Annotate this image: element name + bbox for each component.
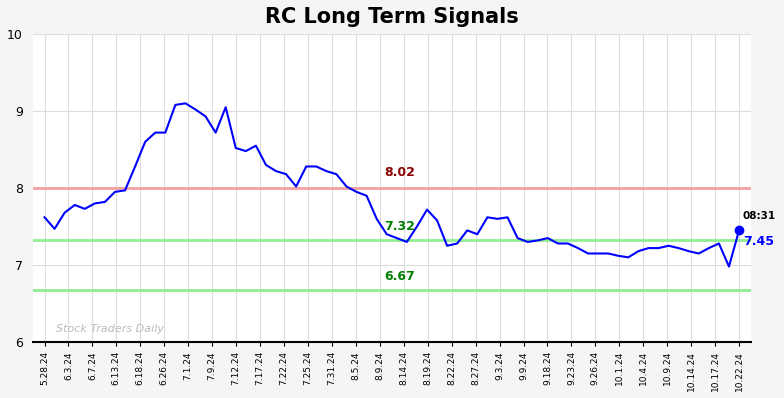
Text: 8.02: 8.02 xyxy=(385,166,416,179)
Text: Stock Traders Daily: Stock Traders Daily xyxy=(56,324,165,334)
Text: 08:31: 08:31 xyxy=(742,211,775,221)
Title: RC Long Term Signals: RC Long Term Signals xyxy=(265,7,519,27)
Text: 6.67: 6.67 xyxy=(385,270,416,283)
Text: 7.45: 7.45 xyxy=(742,235,774,248)
Text: 7.32: 7.32 xyxy=(385,220,416,232)
